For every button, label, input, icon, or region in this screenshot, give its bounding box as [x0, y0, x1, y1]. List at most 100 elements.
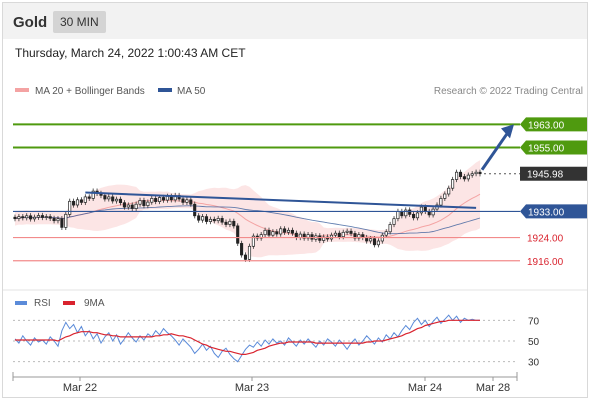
candle-body — [478, 171, 482, 175]
candle-body — [462, 176, 466, 180]
time-tick-label: Mar 23 — [235, 382, 269, 394]
candle-body — [294, 232, 298, 238]
candle-body — [419, 206, 423, 214]
candle — [286, 227, 291, 235]
candle-body — [400, 211, 404, 217]
candle — [216, 215, 220, 224]
time-tick-label: Mar 24 — [408, 382, 442, 394]
candle-body — [408, 209, 412, 215]
candle-body — [48, 216, 52, 219]
candle-body — [337, 232, 341, 238]
candle — [384, 229, 388, 238]
rsi-tick-label: 50 — [528, 337, 540, 348]
candle-body — [142, 200, 146, 206]
candle — [154, 195, 158, 205]
candle — [138, 197, 142, 207]
bollinger-band — [15, 160, 480, 258]
candle-body — [134, 203, 138, 209]
candle — [21, 214, 25, 221]
candle-body — [40, 215, 44, 218]
candle-body — [21, 216, 25, 219]
candle-body — [154, 198, 158, 202]
level-label: 1955.00 — [528, 144, 565, 155]
header-bar: Gold 30 MIN — [3, 3, 587, 39]
candle-body — [290, 229, 294, 234]
candle-body — [455, 171, 459, 180]
candle — [25, 213, 29, 221]
candle-body — [302, 233, 306, 239]
candle-body — [267, 229, 271, 236]
candle — [17, 214, 21, 222]
candle-body — [56, 218, 60, 222]
candle — [240, 240, 244, 258]
candle-body — [91, 190, 95, 199]
candle-body — [87, 196, 91, 199]
candle-body — [372, 238, 377, 246]
candle — [48, 214, 52, 221]
legend-swatch-bollinger — [15, 88, 29, 92]
candle — [79, 197, 83, 206]
candle-body — [349, 230, 353, 234]
candle-body — [443, 193, 447, 199]
candle-body — [404, 209, 408, 217]
candle-body — [79, 199, 83, 203]
candle-body — [138, 200, 142, 205]
candle-body — [458, 171, 463, 177]
candle-body — [13, 216, 17, 220]
candle — [392, 216, 396, 228]
candle — [60, 216, 64, 230]
candle-body — [228, 220, 232, 225]
candle — [130, 202, 134, 212]
candle — [455, 169, 459, 183]
candle — [208, 216, 212, 225]
candle — [146, 199, 150, 209]
legend-label-9ma: 9MA — [84, 298, 105, 309]
candle — [32, 214, 37, 222]
candle-body — [396, 211, 400, 220]
candle-body — [341, 231, 345, 238]
candle — [302, 231, 306, 241]
candle — [232, 218, 236, 229]
time-axis: Mar 22 Mar 23 Mar 24 Mar 28 — [12, 372, 518, 394]
candle — [68, 198, 72, 217]
candle — [458, 169, 463, 180]
candle-body — [181, 198, 185, 203]
candle-body — [204, 216, 209, 222]
candle — [36, 212, 40, 220]
legend-label-ma50: MA 50 — [177, 86, 206, 97]
candle — [134, 201, 138, 212]
candle — [150, 195, 154, 205]
level-label: 1916.00 — [527, 257, 564, 268]
candle-body — [52, 218, 56, 222]
candle — [115, 196, 119, 204]
candle — [376, 238, 380, 248]
candle — [271, 229, 275, 238]
candle — [87, 194, 91, 201]
projection-arrow-head — [501, 124, 514, 139]
level-support: 1916.00 — [13, 257, 564, 268]
time-tick-label: Mar 22 — [63, 382, 97, 394]
candle — [13, 214, 17, 222]
candle-body — [474, 171, 478, 175]
rsi-layer: 70 50 30 — [13, 314, 540, 369]
candle-body — [286, 229, 291, 233]
candle — [44, 214, 48, 221]
candle-body — [17, 216, 21, 219]
level-layer: 1963.00 1955.00 1945.98 1933.00 1924.00 1916.… — [13, 117, 587, 268]
candle — [122, 200, 126, 210]
candle-body — [44, 216, 48, 218]
level-resistance: 1963.00 — [13, 117, 587, 132]
candle — [40, 212, 44, 221]
candle-body — [279, 228, 283, 235]
ma50-line — [14, 205, 481, 235]
level-last_price: 1945.98 — [484, 166, 587, 181]
candle-body — [451, 179, 455, 189]
level-label: 1924.00 — [527, 234, 564, 245]
candle — [118, 196, 123, 206]
candle-body — [118, 198, 123, 204]
timeframe-badge[interactable]: 30 MIN — [53, 11, 106, 33]
candle-body — [130, 204, 134, 209]
candle-body — [36, 215, 40, 218]
candle-body — [64, 213, 68, 228]
legend-label-rsi: RSI — [34, 298, 51, 309]
